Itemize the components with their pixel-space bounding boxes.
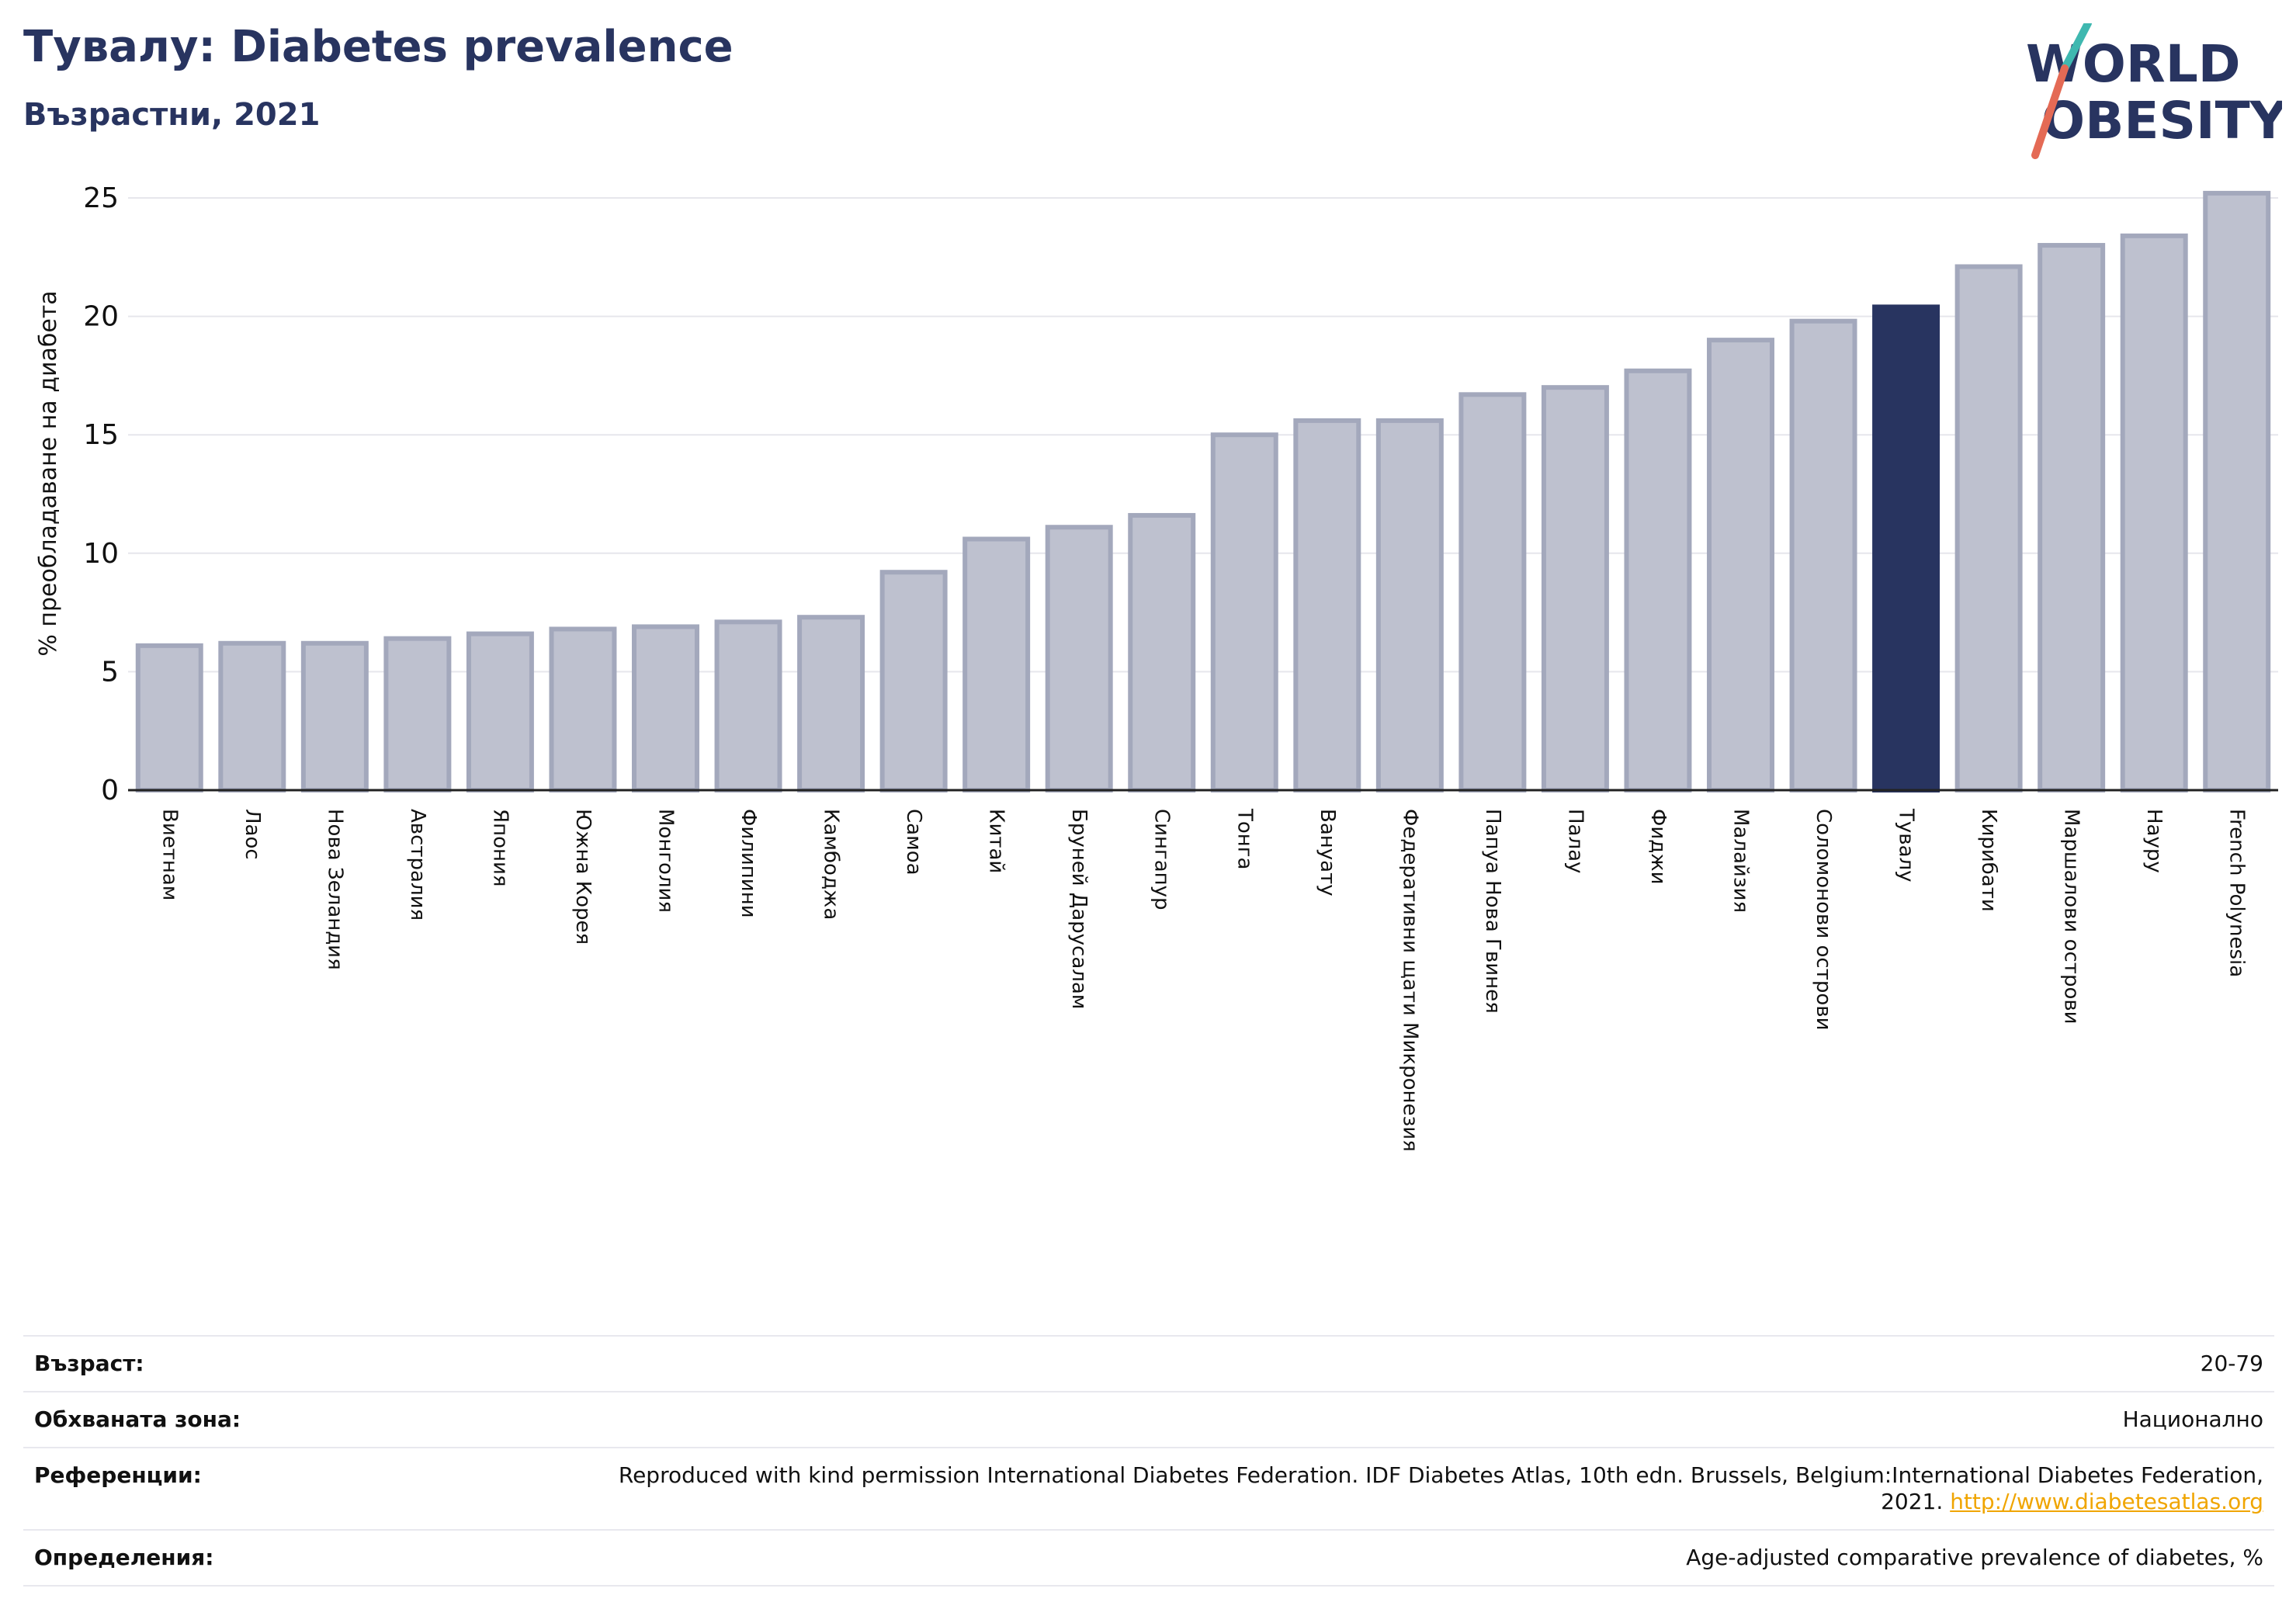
coverage-label: Обхваната зона: xyxy=(34,1406,241,1432)
x-tick-label: Виетнам xyxy=(158,809,181,900)
age-value: 20-79 xyxy=(2200,1351,2263,1376)
bar xyxy=(466,631,534,792)
definitions-value: Age-adjusted comparative prevalence of d… xyxy=(1686,1545,2263,1570)
y-tick-label: 15 xyxy=(83,419,119,451)
bar xyxy=(218,640,286,792)
logo-line2: OBESITY xyxy=(2041,91,2282,151)
bar xyxy=(1128,512,1196,793)
definitions-label: Определения: xyxy=(34,1545,214,1570)
x-tick-label: Федеративни щати Микронезия xyxy=(1398,809,1421,1152)
bar xyxy=(797,615,865,792)
x-tick-label: Камбоджа xyxy=(820,809,843,920)
metadata-table: Възраст: 20-79 Обхваната зона: Националн… xyxy=(23,1335,2274,1587)
chart-subtitle: Възрастни, 2021 xyxy=(23,97,321,133)
bar xyxy=(1293,418,1361,792)
x-tick-label: Австралия xyxy=(406,809,429,921)
chart-title: Тувалу: Diabetes prevalence xyxy=(23,22,734,72)
coverage-value: Национално xyxy=(2122,1406,2263,1432)
bar xyxy=(1872,304,1941,792)
world-obesity-logo: WORLD OBESITY xyxy=(2026,23,2282,159)
x-tick-label: Сингапур xyxy=(1150,809,1174,910)
bar xyxy=(1624,368,1692,792)
x-tick-label: Япония xyxy=(488,809,512,887)
x-tick-label: Палау xyxy=(1563,809,1587,873)
y-tick-labels: 0 5 10 15 20 25 xyxy=(83,182,119,806)
meta-row-references: Референции: Reproduced with kind permiss… xyxy=(23,1448,2274,1531)
x-tick-label: Самоа xyxy=(902,809,925,876)
references-label: Референции: xyxy=(34,1462,202,1488)
bar xyxy=(1045,525,1113,793)
references-value: Reproduced with kind permission Internat… xyxy=(556,1462,2263,1515)
bar xyxy=(2120,233,2188,793)
bar xyxy=(879,570,948,792)
bar xyxy=(549,626,617,792)
meta-row-definitions: Определения: Age-adjusted comparative pr… xyxy=(23,1531,2274,1587)
bar xyxy=(300,640,369,792)
x-tick-label: Кирибати xyxy=(1977,809,2000,912)
meta-row-age: Възраст: 20-79 xyxy=(23,1337,2274,1392)
bar xyxy=(1707,338,1774,792)
x-tick-label: Папуа Нова Гвинея xyxy=(1481,809,1504,1014)
bar xyxy=(2203,190,2271,792)
x-tick-label: Тонга xyxy=(1233,808,1256,869)
x-tick-label: Соломонови острови xyxy=(1812,809,1835,1030)
bar xyxy=(714,619,782,792)
y-tick-label: 20 xyxy=(83,301,119,333)
bar xyxy=(1789,318,1857,793)
references-link[interactable]: http://www.diabetesatlas.org xyxy=(1950,1489,2263,1514)
x-tick-label: Малайзия xyxy=(1729,809,1753,913)
x-tick-label: Лаос xyxy=(241,809,264,860)
x-tick-label: Южна Корея xyxy=(571,809,595,945)
y-tick-label: 0 xyxy=(101,775,119,806)
x-tick-label: Монголия xyxy=(654,809,678,913)
x-tick-labels: Виетнам Лаос Нова Зеландия Австралия Япония Ю… xyxy=(158,808,2248,1152)
x-tick-label: Китай xyxy=(985,809,1008,873)
bar xyxy=(1210,432,1278,792)
x-tick-label: Бруней Дарусалам xyxy=(1067,809,1091,1009)
age-label: Възраст: xyxy=(34,1351,144,1376)
x-tick-label: Филипини xyxy=(737,809,760,918)
y-tick-label: 5 xyxy=(101,656,119,688)
bar xyxy=(1458,392,1527,792)
bar xyxy=(1375,418,1444,792)
x-tick-label: Науру xyxy=(2142,809,2166,873)
y-tick-label: 10 xyxy=(83,538,119,570)
x-tick-label: Маршалови острови xyxy=(2060,809,2083,1025)
bars xyxy=(135,190,2271,793)
references-text: Reproduced with kind permission Internat… xyxy=(618,1462,2263,1514)
bar xyxy=(135,643,203,792)
y-axis-label: % преобладаване на диабета xyxy=(35,290,62,656)
x-tick-label: Вануату xyxy=(1316,809,1339,896)
x-tick-label: Нова Зеландия xyxy=(323,809,346,970)
bar xyxy=(1954,264,2023,792)
bar xyxy=(2038,243,2106,793)
bar xyxy=(962,536,1031,792)
bar xyxy=(383,636,452,792)
x-tick-label: Фиджи xyxy=(1646,809,1670,885)
bar xyxy=(1541,385,1609,793)
bar-chart: 0 5 10 15 20 25 Виетнам Лаос Нова Зеландия Австр… xyxy=(35,182,2278,1152)
bar xyxy=(632,624,699,792)
x-tick-label: Тувалу xyxy=(1895,808,1918,883)
x-tick-label: French Polynesia xyxy=(2225,809,2249,977)
meta-row-coverage: Обхваната зона: Национално xyxy=(23,1392,2274,1448)
y-tick-label: 25 xyxy=(83,182,119,214)
